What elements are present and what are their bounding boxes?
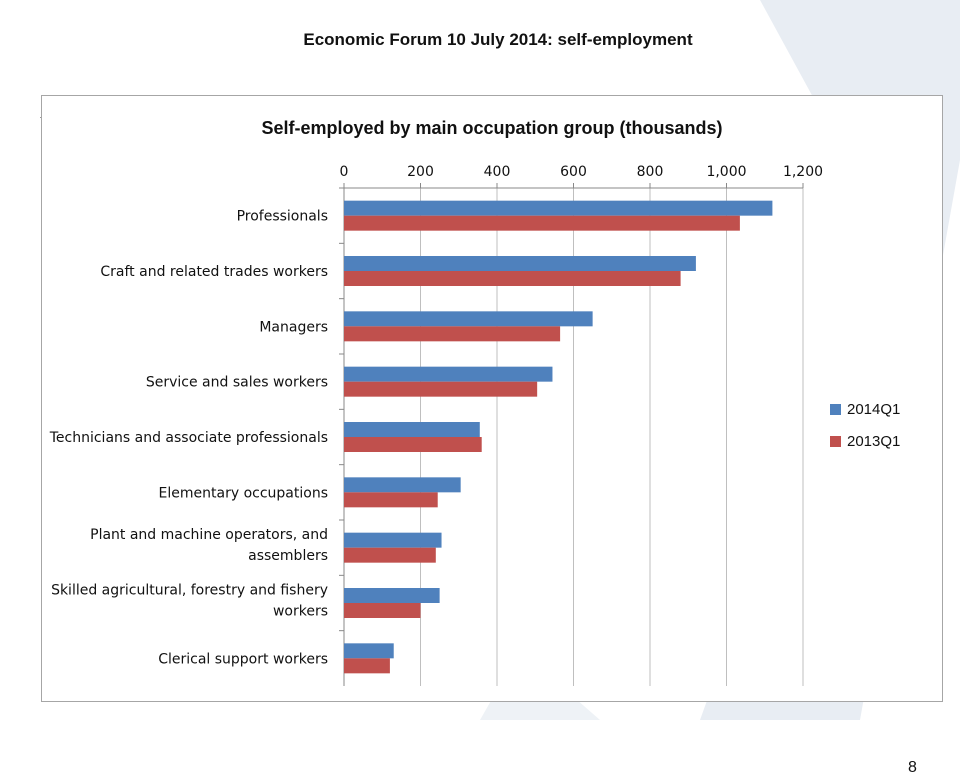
bar-2013q1-skilled-agricultural-forestry-and-fishery-workers [344,603,421,618]
bar-2013q1-elementary-occupations [344,492,438,508]
legend-swatch-2013q1 [830,435,841,447]
bar-2014q1-managers [344,311,593,327]
x-tick-label: 1,000 [706,164,746,180]
category-label-managers: Managers [259,319,328,335]
legend-item-2013q1: 2013Q1 [830,425,900,457]
x-tick-label: 200 [407,164,434,180]
bar-2013q1-plant-and-machine-operators-and-assemblers [344,547,436,563]
category-label-line: Clerical support workers [158,651,328,667]
bar-2013q1-service-and-sales-workers [344,381,538,397]
category-label-line: Elementary occupations [159,485,328,501]
category-label-skilled-agricultural-forestry-and-fishery-workers: Skilled agricultural, forestry and fishe… [51,583,328,620]
category-label-line: Technicians and associate professionals [49,430,328,446]
category-label-craft-and-related-trades-workers: Craft and related trades workers [100,264,328,280]
category-label-line: Professionals [237,209,328,225]
bar-2014q1-professionals [344,200,773,216]
category-label-line: Service and sales workers [146,375,328,391]
bar-2013q1-clerical-support-workers [344,658,390,674]
category-label-line: workers [273,604,328,620]
page-number: 8 [908,759,917,776]
bar-2014q1-service-and-sales-workers [344,366,553,382]
bar-2014q1-plant-and-machine-operators-and-assemblers [344,532,442,548]
category-label-clerical-support-workers: Clerical support workers [158,651,328,667]
chart-title: Self-employed by main occupation group (… [261,118,723,138]
bar-2013q1-technicians-and-associate-professionals [344,437,482,452]
legend-label-2013q1: 2013Q1 [847,432,901,450]
category-label-line: Plant and machine operators, and [90,527,328,543]
bar-2014q1-technicians-and-associate-professionals [344,422,480,437]
category-label-professionals: Professionals [237,209,328,225]
chart-container: Self-employed by main occupation group (… [41,95,943,776]
bar-2014q1-elementary-occupations [344,477,461,493]
bar-2014q1-clerical-support-workers [344,643,394,659]
x-tick-label: 600 [560,164,587,180]
bar-2014q1-craft-and-related-trades-workers [344,256,696,271]
bar-2014q1-skilled-agricultural-forestry-and-fishery-workers [344,588,440,603]
x-tick-label: 800 [637,164,664,180]
bar-chart: 0 200 400 600 800 1,000 1,200 Professionals Craf… [49,164,823,686]
category-label-plant-and-machine-operators-and-assemblers: Plant and machine operators, and assemble… [90,527,328,564]
category-label-line: Craft and related trades workers [100,264,328,280]
bar-2013q1-managers [344,326,561,342]
slide-title: Economic Forum 10 July 2014: self-employ… [303,30,693,49]
category-label-service-and-sales-workers: Service and sales workers [146,375,328,391]
x-tick-label: 400 [484,164,511,180]
category-label-line: Managers [259,319,328,335]
bar-2013q1-professionals [344,215,740,231]
category-label-technicians-and-associate-professionals: Technicians and associate professionals [49,430,328,446]
x-tick-label: 0 [340,164,349,180]
category-label-elementary-occupations: Elementary occupations [159,485,328,501]
category-label-line: Skilled agricultural, forestry and fishe… [51,583,328,599]
legend-swatch-2014q1 [830,403,841,415]
legend-item-2014q1: 2014Q1 [830,393,900,425]
x-tick-label: 1,200 [783,164,823,180]
legend-label-2014q1: 2014Q1 [847,400,901,418]
chart-legend: 2014Q1 2013Q1 [830,393,900,457]
bar-2013q1-craft-and-related-trades-workers [344,271,681,286]
category-label-line: assemblers [248,548,328,564]
